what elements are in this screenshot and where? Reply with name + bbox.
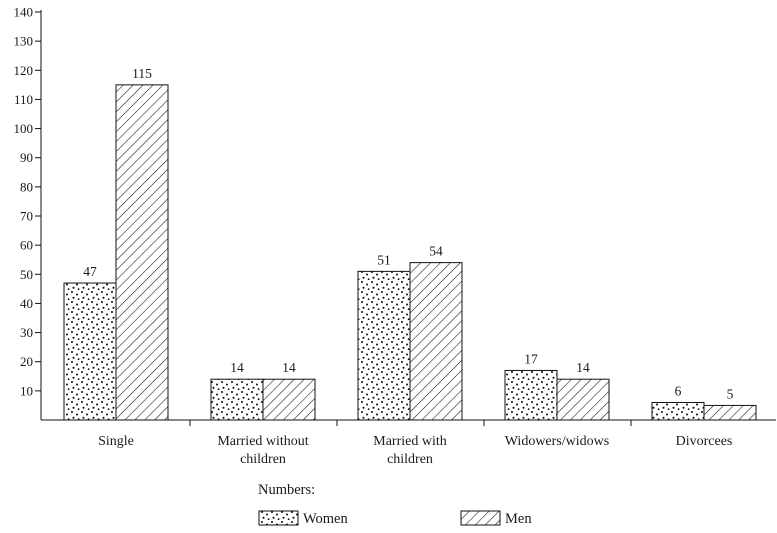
value-label-women: 51 <box>377 252 391 267</box>
value-label-men: 54 <box>429 244 443 259</box>
y-tick-label: 30 <box>20 325 33 340</box>
x-category-label: Single <box>98 434 134 449</box>
value-label-women: 14 <box>230 360 244 375</box>
x-category-label: Married without <box>217 434 308 449</box>
bar-women <box>63 282 117 421</box>
x-category-label: Married with <box>373 434 446 449</box>
value-label-men: 14 <box>282 360 296 375</box>
y-tick-label: 60 <box>20 238 33 253</box>
legend-title: Numbers: <box>258 482 315 498</box>
bar-men <box>115 84 169 421</box>
bar-men <box>703 404 757 421</box>
y-tick-label: 140 <box>14 5 34 20</box>
legend-swatch-women <box>258 510 299 526</box>
bar-men <box>409 262 463 421</box>
y-tick-label: 40 <box>20 296 33 311</box>
bars <box>63 84 757 421</box>
y-tick-label: 90 <box>20 150 33 165</box>
legend: Numbers: Women Men <box>258 482 532 527</box>
value-label-men: 5 <box>727 386 734 401</box>
legend-label-men: Men <box>505 511 532 527</box>
axes: 10 20 30 40 50 60 70 80 90 100 110 120 130 140 Single M… <box>14 5 776 467</box>
bar-women <box>651 402 705 421</box>
x-category-label: children <box>387 452 433 467</box>
value-label-women: 6 <box>675 384 682 399</box>
y-tick-label: 80 <box>20 179 33 194</box>
y-tick-label: 120 <box>14 63 34 78</box>
value-label-women: 17 <box>524 351 538 366</box>
value-label-men: 115 <box>132 66 152 81</box>
bar-women <box>357 270 411 421</box>
bar-women <box>504 369 558 421</box>
data-labels: 47 115 14 14 51 54 17 14 6 5 <box>83 66 733 402</box>
y-tick-label: 70 <box>20 209 33 224</box>
y-tick-label: 50 <box>20 267 33 282</box>
value-label-men: 14 <box>576 360 590 375</box>
bar-men <box>262 378 316 421</box>
x-category-label: Divorcees <box>676 434 733 449</box>
bar-women <box>210 378 264 421</box>
x-category-label: Widowers/widows <box>505 434 609 449</box>
y-tick-label: 20 <box>20 354 33 369</box>
y-tick-label: 100 <box>14 121 34 136</box>
value-label-women: 47 <box>83 264 97 279</box>
bar-men <box>556 378 610 421</box>
y-tick-label: 130 <box>14 34 34 49</box>
y-tick-label: 10 <box>20 383 33 398</box>
y-tick-label: 110 <box>14 92 33 107</box>
legend-label-women: Women <box>303 511 348 527</box>
x-category-label: children <box>240 452 286 467</box>
legend-swatch-men <box>460 510 501 526</box>
